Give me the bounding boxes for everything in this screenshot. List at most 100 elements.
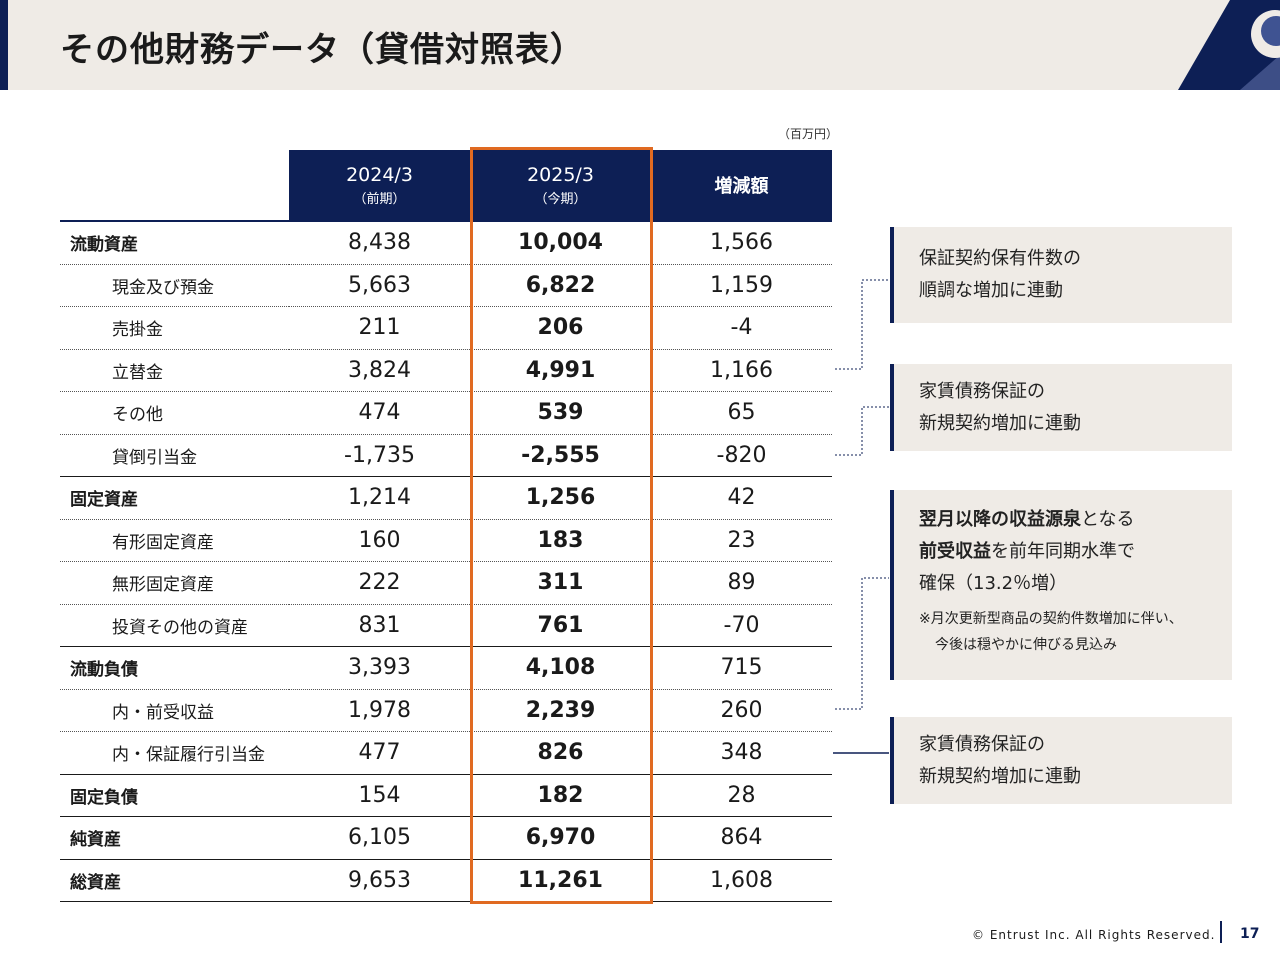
cell-diff: 1,159 [651, 264, 832, 307]
cell-cur: 539 [470, 391, 651, 435]
cell-prev: 474 [289, 391, 470, 435]
cell-prev: 831 [289, 604, 470, 647]
header-band: その他財務データ（貸借対照表） [0, 0, 1280, 90]
table-row: 内・前受収益 1,978 2,239 260 [60, 689, 832, 732]
row-label: 貸倒引当金 [60, 434, 289, 477]
header-cur-label: 2025/3 [527, 163, 594, 186]
note-3-line-1: 翌月以降の収益源泉となる [919, 504, 1232, 536]
row-label: 固定負債 [60, 774, 289, 817]
note-card-2: 家賃債務保証の 新規契約増加に連動 [890, 364, 1232, 451]
cell-cur: 1,256 [470, 476, 651, 520]
cell-diff: -70 [651, 604, 832, 647]
header-diff: 増減額 [651, 150, 832, 221]
cell-diff: 28 [651, 774, 832, 817]
table-row: 貸倒引当金 -1,735 -2,555 -820 [60, 434, 832, 477]
table-row: 純資産 6,105 6,970 864 [60, 816, 832, 860]
note-3-line-2: 前受収益を前年同期水準で [919, 536, 1232, 568]
row-label: 現金及び預金 [60, 264, 289, 307]
footer-divider [1220, 921, 1222, 943]
note-3-bold-1: 翌月以降の収益源泉 [919, 509, 1081, 530]
note-3-bold-2: 前受収益 [919, 541, 991, 562]
note-card-1: 保証契約保有件数の 順調な増加に連動 [890, 227, 1232, 323]
table-row: 固定負債 154 182 28 [60, 774, 832, 817]
cell-diff: -4 [651, 306, 832, 350]
cell-cur: 4,991 [470, 349, 651, 392]
row-label: 総資産 [60, 859, 289, 902]
table-row: 有形固定資産 160 183 23 [60, 519, 832, 562]
note-1-line-2: 順調な増加に連動 [919, 280, 1063, 301]
note-1-line-1: 保証契約保有件数の [919, 248, 1081, 269]
cell-prev: 477 [289, 731, 470, 775]
cell-diff: -820 [651, 434, 832, 477]
cell-diff: 864 [651, 816, 832, 860]
cell-diff: 89 [651, 561, 832, 605]
note-3-text-2: を前年同期水準で [991, 541, 1135, 562]
note-3-footnote-line-2: 今後は穏やかに伸びる見込み [935, 637, 1117, 653]
header-cur-period: 2025/3 （今期） [470, 150, 651, 221]
row-label: 純資産 [60, 816, 289, 860]
table-row: 立替金 3,824 4,991 1,166 [60, 349, 832, 392]
note-3-line-3: 確保（13.2％増） [919, 573, 1068, 594]
table-row: 固定資産 1,214 1,256 42 [60, 476, 832, 520]
table-header-row: 2024/3 （前期） 2025/3 （今期） 増減額 [60, 150, 832, 221]
row-label: 内・保証履行引当金 [60, 731, 289, 775]
row-label: 固定資産 [60, 476, 289, 520]
cell-prev: 222 [289, 561, 470, 605]
cell-diff: 260 [651, 689, 832, 732]
note-4-line-2: 新規契約増加に連動 [919, 766, 1081, 787]
cell-diff: 1,166 [651, 349, 832, 392]
cell-prev: 3,393 [289, 646, 470, 690]
cell-cur: 206 [470, 306, 651, 350]
cell-prev: -1,735 [289, 434, 470, 477]
balance-sheet-table: 2024/3 （前期） 2025/3 （今期） 増減額 流動資産 8,438 1… [60, 150, 832, 902]
cell-diff: 1,608 [651, 859, 832, 902]
cell-cur: 11,261 [470, 859, 651, 902]
cell-prev: 1,214 [289, 476, 470, 520]
table-row: 総資産 9,653 11,261 1,608 [60, 859, 832, 902]
row-label: 流動資産 [60, 220, 289, 265]
header-prev-sub: （前期） [353, 191, 406, 207]
cell-cur: 182 [470, 774, 651, 817]
cell-cur: 4,108 [470, 646, 651, 690]
cell-cur: 311 [470, 561, 651, 605]
cell-prev: 3,824 [289, 349, 470, 392]
row-label: 売掛金 [60, 306, 289, 350]
cell-cur: 6,970 [470, 816, 651, 860]
page-title: その他財務データ（貸借対照表） [60, 30, 585, 70]
cell-prev: 154 [289, 774, 470, 817]
note-2-line-2: 新規契約増加に連動 [919, 413, 1081, 434]
cell-diff: 42 [651, 476, 832, 520]
note-card-3: 翌月以降の収益源泉となる 前受収益を前年同期水準で 確保（13.2％増） ※月次… [890, 490, 1232, 680]
cell-cur: 6,822 [470, 264, 651, 307]
note-card-4: 家賃債務保証の 新規契約増加に連動 [890, 717, 1232, 804]
note-2-line-1: 家賃債務保証の [919, 381, 1045, 402]
cell-diff: 23 [651, 519, 832, 562]
table-row: 投資その他の資産 831 761 -70 [60, 604, 832, 647]
unit-label: （百万円） [778, 127, 839, 141]
table-row: 無形固定資産 222 311 89 [60, 561, 832, 605]
table-row: その他 474 539 65 [60, 391, 832, 435]
table-row: 流動負債 3,393 4,108 715 [60, 646, 832, 690]
note-3-footnote-line-1: ※月次更新型商品の契約件数増加に伴い、 [919, 611, 1183, 627]
table-row: 流動資産 8,438 10,004 1,566 [60, 220, 832, 265]
cell-prev: 1,978 [289, 689, 470, 732]
header-blank-cell [60, 150, 289, 221]
table-row: 内・保証履行引当金 477 826 348 [60, 731, 832, 775]
cell-diff: 65 [651, 391, 832, 435]
cell-prev: 160 [289, 519, 470, 562]
copyright: © Entrust Inc. All Rights Reserved. [972, 928, 1216, 942]
cell-prev: 211 [289, 306, 470, 350]
cell-cur: 10,004 [470, 220, 651, 265]
cell-prev: 6,105 [289, 816, 470, 860]
cell-diff: 1,566 [651, 220, 832, 265]
header-accent-bar [0, 0, 8, 90]
row-label: 無形固定資産 [60, 561, 289, 605]
row-label: 流動負債 [60, 646, 289, 690]
table-row: 売掛金 211 206 -4 [60, 306, 832, 350]
row-label: 有形固定資産 [60, 519, 289, 562]
cell-cur: -2,555 [470, 434, 651, 477]
cell-cur: 2,239 [470, 689, 651, 732]
page-number: 17 [1240, 926, 1260, 942]
header-cur-sub: （今期） [534, 191, 587, 207]
cell-cur: 826 [470, 731, 651, 775]
